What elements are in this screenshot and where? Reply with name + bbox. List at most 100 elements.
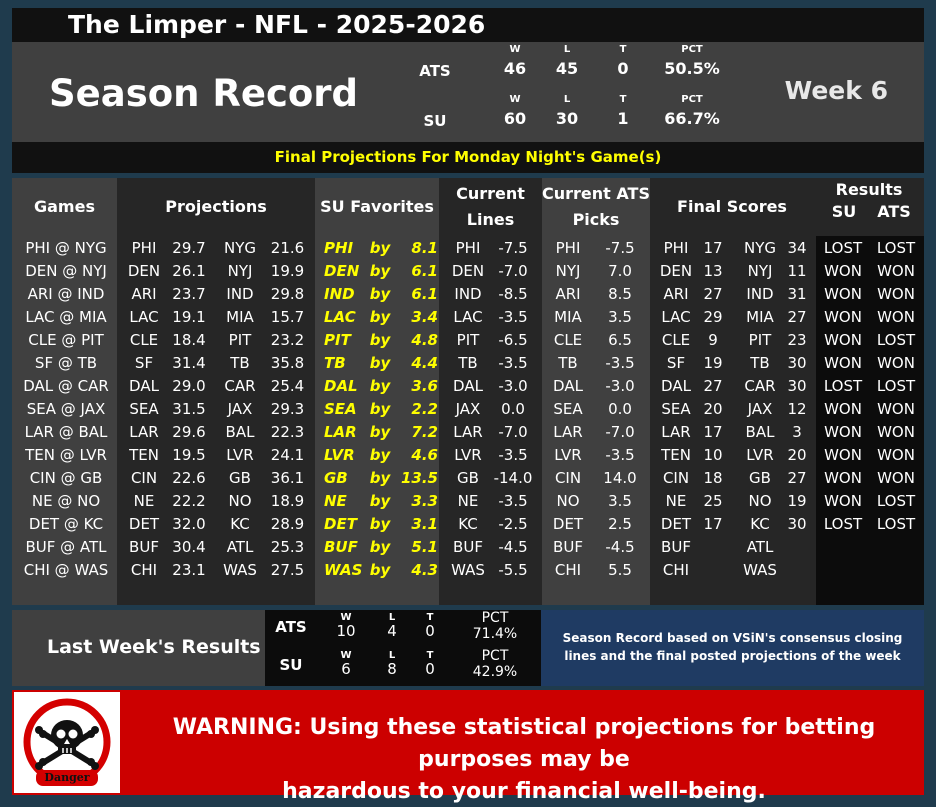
- pick-value-cell: -3.5: [605, 446, 635, 464]
- pick-value-cell: -7.5: [605, 239, 635, 257]
- fav-team-cell: DEN: [324, 262, 360, 280]
- pick-team-cell: DET: [552, 515, 584, 533]
- score-team1-cell: ARI: [663, 285, 689, 303]
- table-row: DEN @ NYJ DEN 26.1 NYJ 19.9 DEN by 6.1 DEN -7.0 NY…: [12, 260, 924, 283]
- pick-team-cell: CLE: [553, 331, 583, 349]
- line-team-cell: WAS: [451, 561, 485, 579]
- pick-team-cell: MIA: [554, 308, 582, 326]
- season-ats-label: ATS: [419, 62, 451, 80]
- proj-score2-cell: 22.3: [270, 423, 305, 441]
- line-team-cell: PHI: [455, 239, 481, 257]
- fav-value-cell: 3.1: [411, 515, 438, 533]
- score1-cell: 13: [703, 262, 723, 280]
- score-team1-cell: DEN: [659, 262, 693, 280]
- fav-by-cell: by: [369, 492, 391, 510]
- result-ats-cell: WON: [877, 446, 915, 464]
- score2-cell: 20: [787, 446, 807, 464]
- final-projections-label: Final Projections For Monday Night's Gam…: [274, 148, 662, 166]
- season-ats-pct: PCT 50.5%: [664, 44, 720, 78]
- pick-team-cell: CIN: [554, 469, 582, 487]
- fav-value-cell: 3.6: [411, 377, 438, 395]
- score2-cell: 30: [787, 354, 807, 372]
- proj-score2-cell: 27.5: [270, 561, 305, 579]
- proj-score2-cell: 24.1: [270, 446, 305, 464]
- proj-team2-cell: MIA: [226, 308, 254, 326]
- season-ats-l: L 45: [555, 44, 579, 78]
- pick-value-cell: -4.5: [605, 538, 635, 556]
- line-value-cell: -4.5: [498, 538, 528, 556]
- fav-team-cell: PHI: [324, 239, 354, 257]
- fav-by-cell: by: [369, 354, 391, 372]
- score2-cell: 27: [787, 308, 807, 326]
- table-row: LAC @ MIA LAC 19.1 MIA 15.7 LAC by 3.4 LAC -3.5 MI…: [12, 306, 924, 329]
- line-value-cell: -2.5: [498, 515, 528, 533]
- game-cell: NE @ NO: [31, 492, 101, 510]
- current-lines-header-2: Lines: [466, 210, 515, 229]
- pick-team-cell: LAR: [553, 423, 583, 441]
- fav-by-cell: by: [369, 400, 391, 418]
- score-team2-cell: NYJ: [747, 262, 773, 280]
- game-cell: CLE @ PIT: [28, 331, 104, 349]
- line-team-cell: LVR: [454, 446, 482, 464]
- score2-cell: 23: [787, 331, 807, 349]
- proj-team1-cell: ARI: [131, 285, 157, 303]
- fav-team-cell: LAR: [324, 423, 357, 441]
- season-su-l: L 30: [555, 94, 579, 128]
- last-week-title: Last Week's Results: [47, 636, 261, 658]
- proj-team2-cell: NYG: [223, 239, 256, 257]
- proj-score2-cell: 25.3: [270, 538, 305, 556]
- proj-team2-cell: GB: [229, 469, 251, 487]
- line-value-cell: -7.0: [498, 262, 528, 280]
- fav-value-cell: 5.1: [411, 538, 438, 556]
- result-ats-cell: WON: [877, 285, 915, 303]
- result-ats-cell: WON: [877, 354, 915, 372]
- score-team2-cell: GB: [749, 469, 771, 487]
- proj-team1-cell: DEN: [127, 262, 161, 280]
- line-value-cell: -14.0: [493, 469, 533, 487]
- line-team-cell: JAX: [455, 400, 481, 418]
- proj-score1-cell: 32.0: [172, 515, 206, 533]
- game-cell: BUF @ ATL: [25, 538, 107, 556]
- season-record-title: Season Record: [49, 72, 359, 115]
- current-lines-header: Current Lines: [439, 178, 542, 236]
- current-ats-header: Current ATS Picks: [542, 178, 650, 236]
- proj-score1-cell: 19.5: [172, 446, 206, 464]
- line-team-cell: GB: [457, 469, 479, 487]
- pick-value-cell: -7.0: [605, 423, 635, 441]
- score2-cell: 30: [787, 377, 807, 395]
- su-favorites-header: SU Favorites: [320, 197, 434, 216]
- pick-team-cell: PHI: [555, 239, 581, 257]
- fav-value-cell: 8.1: [411, 239, 438, 257]
- pick-value-cell: 2.5: [608, 515, 632, 533]
- line-value-cell: -8.5: [498, 285, 528, 303]
- skull-crossbones-danger-icon: [23, 698, 111, 786]
- pick-team-cell: BUF: [553, 538, 583, 556]
- proj-team2-cell: NO: [228, 492, 252, 510]
- result-su-cell: WON: [824, 423, 862, 441]
- proj-team1-cell: CHI: [130, 561, 158, 579]
- line-value-cell: -3.5: [498, 354, 528, 372]
- result-ats-cell: LOST: [876, 239, 916, 257]
- pick-value-cell: 3.5: [608, 308, 632, 326]
- score-team1-cell: SF: [666, 354, 686, 372]
- table-row: BUF @ ATL BUF 30.4 ATL 25.3 BUF by 5.1 BUF -4.5 BU…: [12, 536, 924, 559]
- score1-cell: 10: [703, 446, 723, 464]
- fav-team-cell: LAC: [324, 308, 356, 326]
- score-team2-cell: WAS: [743, 561, 777, 579]
- season-su-pct: PCT 66.7%: [664, 94, 720, 128]
- proj-score2-cell: 21.6: [270, 239, 305, 257]
- result-su-cell: WON: [824, 331, 862, 349]
- current-ats-header-1: Current ATS: [542, 184, 650, 203]
- score-team2-cell: NO: [748, 492, 772, 510]
- line-value-cell: -6.5: [498, 331, 528, 349]
- pick-team-cell: SEA: [553, 400, 583, 418]
- score-team2-cell: ATL: [746, 538, 774, 556]
- score-team1-cell: PHI: [663, 239, 689, 257]
- score1-cell: 29: [703, 308, 723, 326]
- line-value-cell: -7.5: [498, 239, 528, 257]
- fav-team-cell: DET: [324, 515, 357, 533]
